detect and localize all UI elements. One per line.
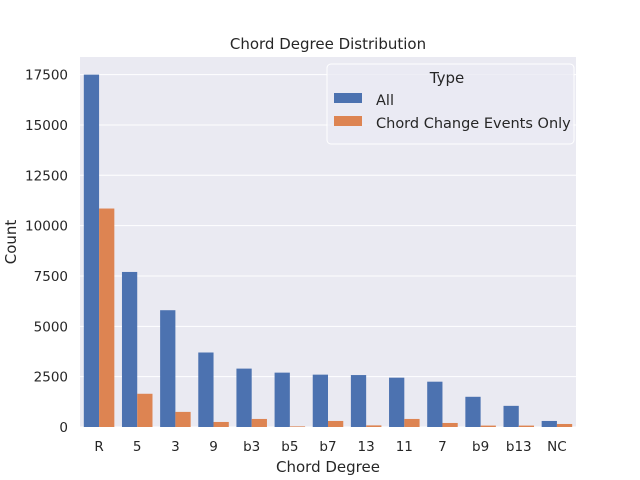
x-tick-label: 7 — [438, 439, 447, 455]
y-tick-label: 15000 — [25, 118, 68, 134]
bar-chord-change-events-only-11 — [404, 418, 420, 427]
x-tick-label: NC — [547, 439, 567, 455]
x-tick-label: b9 — [472, 439, 489, 455]
x-tick-label: b3 — [243, 439, 260, 455]
bar-all-9 — [198, 352, 214, 427]
bar-chord-change-events-only-b7 — [328, 420, 344, 427]
legend-title: Type — [429, 69, 464, 87]
x-tick-label: 13 — [358, 439, 375, 455]
bar-chord-change-events-only-7 — [442, 422, 458, 427]
bar-all-b13 — [503, 405, 519, 427]
x-tick-label: 11 — [396, 439, 413, 455]
bar-all-b7 — [312, 374, 328, 427]
x-axis-label: Chord Degree — [276, 458, 380, 476]
bar-chord-change-events-only-b3 — [251, 418, 267, 427]
bar-all-11 — [389, 377, 405, 427]
bar-all-13 — [350, 375, 367, 427]
x-tick-label: 3 — [171, 439, 180, 455]
legend-label-chord-change-events-only: Chord Change Events Only — [376, 116, 571, 132]
bar-all-b5 — [274, 372, 290, 427]
legend-swatch-all — [334, 93, 362, 103]
y-tick-label: 5000 — [34, 319, 68, 335]
legend: Type All Chord Change Events Only — [326, 63, 575, 145]
x-tick-label: b7 — [319, 439, 336, 455]
y-tick-label: 7500 — [34, 269, 68, 285]
x-tick-label: R — [94, 439, 103, 455]
y-axis-label: Count — [2, 220, 20, 265]
bar-chord-change-events-only-9 — [213, 421, 229, 427]
bar-chord-change-events-only-b5 — [289, 426, 306, 427]
x-tick-label: b13 — [506, 439, 532, 455]
bar-chord-change-events-only-5 — [137, 393, 153, 427]
y-tick-label: 0 — [59, 420, 68, 436]
bar-chord-change-events-only-r — [99, 208, 115, 427]
bar-chord-change-events-only-b13 — [518, 425, 535, 427]
x-tick-label: 5 — [133, 439, 142, 455]
y-tick-label: 12500 — [25, 168, 68, 184]
bar-all-nc — [541, 420, 557, 427]
y-tick-label: 2500 — [34, 370, 68, 386]
bar-chord-change-events-only-b9 — [480, 425, 496, 427]
bar-all-b9 — [465, 396, 481, 427]
chart-title: Chord Degree Distribution — [230, 35, 426, 53]
bar-all-b3 — [236, 368, 252, 427]
x-tick-label: 9 — [209, 439, 218, 455]
x-tick-label: b5 — [281, 439, 298, 455]
bar-all-7 — [427, 381, 443, 427]
bar-chord-change-events-only-nc — [556, 423, 573, 427]
y-tick-label: 10000 — [25, 219, 68, 235]
legend-box — [326, 63, 575, 145]
bar-all-3 — [160, 310, 176, 427]
bar-chord-change-events-only-13 — [366, 425, 382, 427]
y-tick-label: 17500 — [25, 68, 68, 84]
legend-swatch-chord-change-events-only — [334, 116, 362, 126]
bar-chord-change-events-only-3 — [175, 411, 191, 427]
bar-all-5 — [121, 271, 138, 427]
bar-all-r — [83, 74, 100, 427]
legend-label-all: All — [376, 93, 394, 109]
